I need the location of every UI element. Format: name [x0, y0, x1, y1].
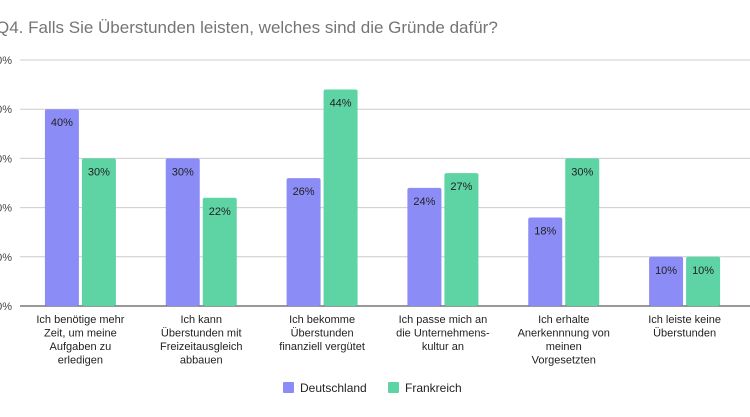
bar-value-label: 18% — [534, 225, 556, 237]
category-label-line: Ich kann — [180, 314, 222, 326]
bar-frankreich-6 — [686, 256, 721, 306]
y-axis-ticks: 0% 10% 20% 30% 40% 50% — [0, 55, 12, 313]
category-label: Ich leiste keine Überstunden — [648, 314, 721, 340]
bar-value-label: 40% — [51, 117, 73, 129]
y-tick-label: 30% — [0, 153, 12, 165]
category-label: Ich passe mich an die Unternehmens-kultur… — [396, 314, 490, 353]
category-label-line: Ich passe mich an — [399, 314, 488, 326]
category-label-line: Anerkennnung von — [518, 328, 610, 340]
bar-value-label: 24% — [413, 196, 435, 208]
category-label-line: Vorgesetzten — [532, 355, 596, 367]
category-label-line: kultur an — [422, 341, 464, 353]
legend: Deutschland Frankreich — [283, 381, 462, 395]
y-tick-label: 20% — [0, 203, 12, 215]
category-label-line: Zeit, um meine — [44, 328, 117, 340]
category-label-line: Ich erhalte — [538, 314, 589, 326]
bar-frankreich-4 — [444, 173, 479, 306]
bar-deutschland-5 — [528, 217, 563, 306]
legend-label-frankreich: Frankreich — [405, 381, 462, 395]
category-label-line: Überstunden mit — [161, 328, 242, 340]
legend-swatch-deutschland — [283, 382, 294, 393]
bar-deutschland-4 — [407, 187, 442, 306]
y-tick-label: 40% — [0, 104, 12, 116]
bar-value-label: 10% — [655, 265, 677, 277]
category-label: Ich benötige mehr Zeit, um meine Aufgaben … — [36, 314, 124, 367]
category-label-line: erledigen — [58, 355, 103, 367]
category-label-line: die Unternehmens- — [396, 328, 490, 340]
bar-deutschland-3 — [286, 178, 321, 306]
bar-value-label: 10% — [692, 265, 714, 277]
category-label-line: Ich leiste keine — [648, 314, 721, 326]
category-label-line: Ich benötige mehr — [36, 314, 124, 326]
category-label-line: Aufgaben zu — [50, 341, 112, 353]
category-labels: Ich benötige mehr Zeit, um meine Aufgaben … — [36, 314, 721, 367]
bar-deutschland-2 — [165, 158, 200, 306]
bar-frankreich-3 — [323, 89, 358, 307]
category-label-line: Überstunden — [291, 328, 354, 340]
bar-value-label: 27% — [450, 181, 472, 193]
category-label: Ich erhalte Anerkennnung von meinen Vorgese… — [518, 314, 610, 367]
legend-label-deutschland: Deutschland — [300, 381, 367, 395]
bar-value-label: 30% — [88, 166, 110, 178]
bar-value-label: 26% — [293, 186, 315, 198]
category-label: Ich bekomme Überstunden finanziell vergüte… — [279, 314, 365, 353]
chart-title: Q4. Falls Sie Überstunden leisten, welch… — [0, 18, 498, 37]
category-label-line: finanziell vergütet — [279, 341, 365, 353]
bar-value-label: 30% — [571, 166, 593, 178]
bar-deutschland-6 — [649, 256, 684, 306]
category-label-line: meinen — [546, 341, 582, 353]
bar-frankreich-1 — [81, 158, 116, 306]
category-label-line: abbauen — [180, 355, 223, 367]
y-tick-label: 10% — [0, 252, 12, 264]
category-label-line: Ich bekomme — [289, 314, 355, 326]
bar-frankreich-5 — [565, 158, 600, 306]
y-tick-label: 0% — [0, 301, 12, 313]
bar-value-label: 30% — [172, 166, 194, 178]
bar-labels: 40% 30% 30% 22% 26% 44% 24% 27% 18% 30% 10% 10% — [51, 98, 714, 277]
legend-swatch-frankreich — [388, 382, 399, 393]
category-label-line: Freizeitausgleich — [160, 341, 243, 353]
category-label: Ich kann Überstunden mit Freizeitausgleich… — [160, 314, 243, 367]
gridlines — [20, 59, 750, 307]
bar-value-label: 22% — [209, 206, 231, 218]
y-tick-label: 50% — [0, 55, 12, 67]
category-label-line: Überstunden — [653, 328, 716, 340]
bar-value-label: 44% — [330, 98, 352, 110]
bar-deutschland-1 — [44, 109, 79, 306]
bars — [44, 89, 721, 307]
bar-frankreich-2 — [202, 197, 237, 306]
